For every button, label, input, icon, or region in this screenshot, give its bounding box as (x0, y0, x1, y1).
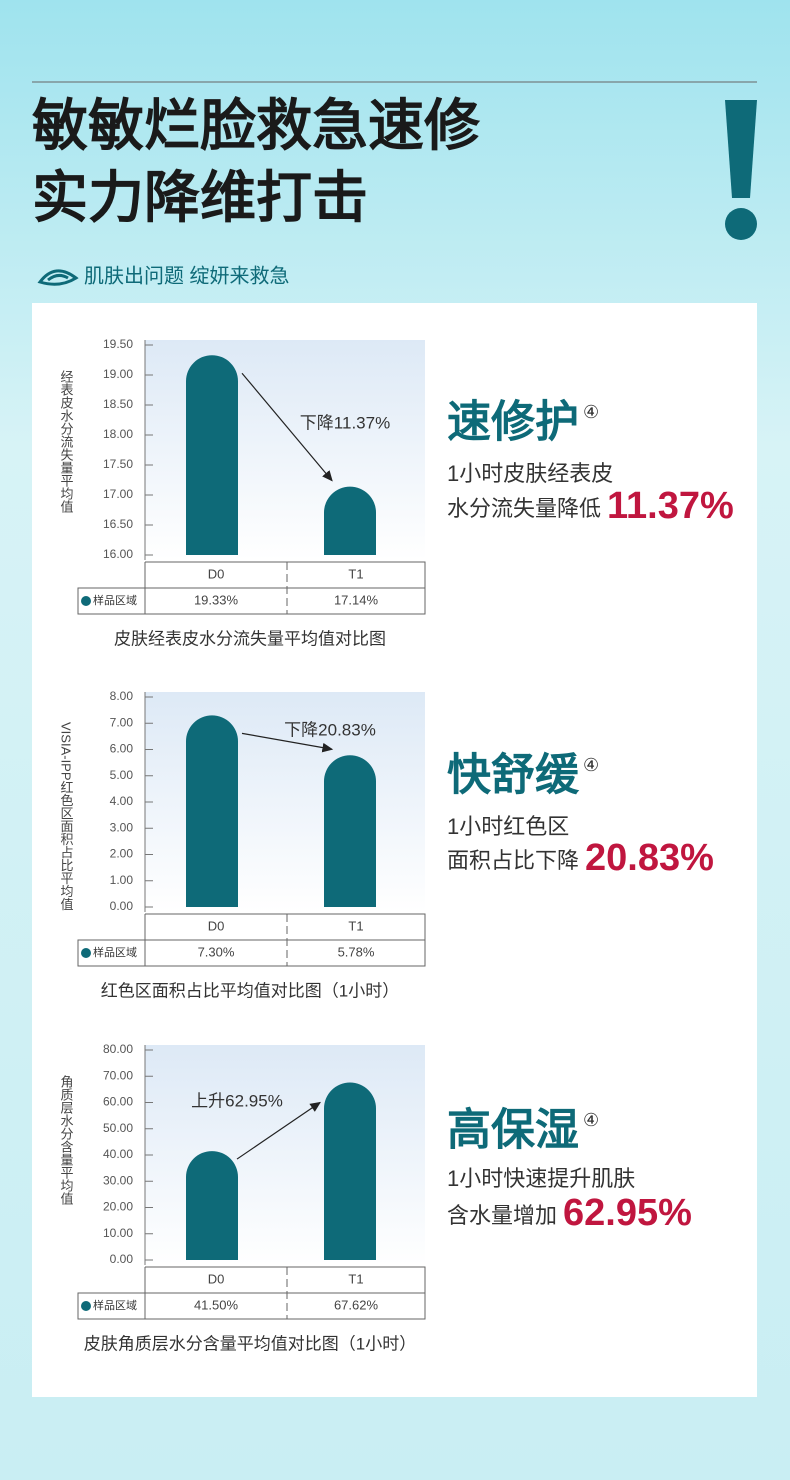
value-label: 67.62% (334, 1297, 379, 1312)
chart-caption: 红色区面积占比平均值对比图（1小时） (101, 981, 399, 1000)
y-tick-label: 5.00 (110, 768, 134, 782)
y-tick-label: 4.00 (110, 794, 134, 808)
legend-swatch (81, 1301, 91, 1311)
legend-label: 样品区域 (93, 945, 137, 959)
y-tick-label: 60.00 (103, 1095, 133, 1109)
y-tick-label: 17.50 (103, 457, 133, 471)
footnote-mark: ④ (583, 402, 599, 422)
table-grid (77, 913, 426, 967)
y-tick-label: 19.00 (103, 367, 133, 381)
bar (324, 755, 376, 907)
x-tick-label: T1 (348, 566, 363, 581)
table-grid (77, 561, 426, 615)
panel-title: 高保湿 (447, 1106, 579, 1155)
annotation-arrow (241, 372, 333, 482)
y-tick-label: 0.00 (110, 899, 134, 913)
y-tick-label: 17.00 (103, 487, 133, 501)
y-tick-label: 8.00 (110, 689, 134, 703)
panel-line: 面积占比下降 (447, 848, 579, 873)
bar (186, 355, 239, 555)
value-label: 41.50% (194, 1297, 239, 1312)
y-tick-label: 80.00 (103, 1042, 133, 1056)
x-tick-label: D0 (208, 1271, 225, 1286)
y-tick-label: 6.00 (110, 742, 134, 756)
y-tick-label: 18.50 (103, 397, 133, 411)
exclamation-icon (725, 100, 757, 240)
y-tick-label: 16.50 (103, 517, 133, 531)
y-tick-label: 7.00 (110, 715, 134, 729)
y-axis-label: VISIA-IPP红色区面积占比平均值 (59, 722, 74, 912)
y-tick-label: 10.00 (103, 1226, 133, 1240)
y-tick-label: 0.00 (110, 1252, 134, 1266)
highlight-number: 11.37% (607, 485, 734, 527)
y-tick-label: 18.00 (103, 427, 133, 441)
y-tick-label: 70.00 (103, 1068, 133, 1082)
footnote-mark: ④ (583, 1110, 599, 1130)
y-tick-label: 2.00 (110, 847, 134, 861)
bar (324, 486, 376, 555)
y-axis-label: 经表皮水分流失量平均值 (59, 370, 74, 514)
annotation: 下降20.83% (284, 720, 376, 739)
y-tick-label: 16.00 (103, 547, 133, 561)
bar (186, 715, 239, 907)
panel-line: 水分流失量降低 (447, 496, 601, 521)
chart-caption: 皮肤经表皮水分流失量平均值对比图 (114, 629, 386, 648)
chart-caption: 皮肤角质层水分含量平均值对比图（1小时） (84, 1334, 416, 1353)
brand-icon (37, 269, 79, 286)
y-tick-label: 3.00 (110, 820, 134, 834)
panel-title: 速修护 (447, 398, 579, 447)
highlight-number: 20.83% (585, 837, 714, 879)
headline: 敏敏烂脸救急速修 (32, 94, 481, 157)
y-tick-label: 19.50 (103, 337, 133, 351)
legend-swatch (81, 596, 91, 606)
subtitle: 肌肤出问题 绽妍来救急 (84, 264, 290, 287)
bar (324, 1082, 376, 1260)
headline: 实力降维打击 (32, 166, 368, 229)
y-tick-label: 50.00 (103, 1121, 133, 1135)
y-tick-label: 1.00 (110, 873, 134, 887)
annotation-arrow (236, 1101, 321, 1160)
y-axis-label: 角质层水分含量平均值 (59, 1075, 74, 1206)
value-label: 7.30% (198, 944, 235, 959)
x-tick-label: D0 (208, 566, 225, 581)
panel-line: 1小时红色区 (447, 814, 569, 839)
bar (186, 1151, 239, 1260)
annotation: 上升62.95% (191, 1091, 283, 1110)
panel-title: 快舒缓 (447, 751, 580, 800)
legend-label: 样品区域 (93, 593, 137, 607)
value-label: 5.78% (338, 944, 375, 959)
panel-line: 1小时快速提升肌肤 (447, 1166, 635, 1191)
x-tick-label: T1 (348, 918, 363, 933)
panel-line: 1小时皮肤经表皮 (447, 461, 613, 486)
x-tick-label: T1 (348, 1271, 363, 1286)
panel-line: 含水量增加 (447, 1203, 557, 1228)
y-tick-label: 20.00 (103, 1200, 133, 1214)
annotation-arrow (241, 732, 334, 753)
annotation: 下降11.37% (300, 413, 390, 432)
value-label: 19.33% (194, 592, 239, 607)
x-tick-label: D0 (208, 918, 225, 933)
y-tick-label: 40.00 (103, 1147, 133, 1161)
footnote-mark: ④ (583, 755, 599, 775)
legend-label: 样品区域 (93, 1298, 137, 1312)
legend-swatch (81, 948, 91, 958)
table-grid (77, 1266, 426, 1320)
y-tick-label: 30.00 (103, 1173, 133, 1187)
value-label: 17.14% (334, 592, 379, 607)
highlight-number: 62.95% (563, 1192, 692, 1234)
